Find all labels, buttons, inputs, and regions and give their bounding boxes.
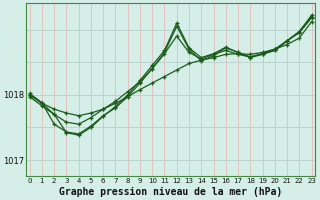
X-axis label: Graphe pression niveau de la mer (hPa): Graphe pression niveau de la mer (hPa) [59, 186, 282, 197]
